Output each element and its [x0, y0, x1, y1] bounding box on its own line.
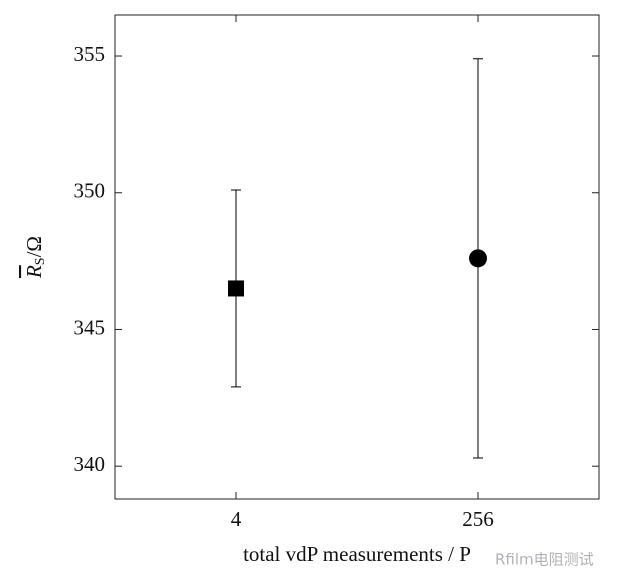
marker [469, 249, 487, 268]
y-tick-label: 355 [74, 42, 106, 66]
marker [228, 280, 244, 297]
y-label-unit: /Ω [22, 236, 46, 257]
y-label-symbol: R [22, 265, 46, 279]
y-tick-label: 345 [74, 315, 106, 339]
y-label-subscript: S [33, 257, 48, 265]
watermark: Rfilm电阻测试 [495, 551, 594, 569]
x-tick-label: 256 [462, 507, 494, 531]
y-tick-label: 350 [74, 179, 106, 203]
x-axis-label: total vdP measurements / P [243, 542, 471, 566]
y-tick-label: 340 [74, 452, 106, 476]
y-axis-label: RS/Ω [22, 236, 48, 279]
plot-frame [114, 14, 600, 500]
x-tick-label: 4 [231, 507, 242, 531]
